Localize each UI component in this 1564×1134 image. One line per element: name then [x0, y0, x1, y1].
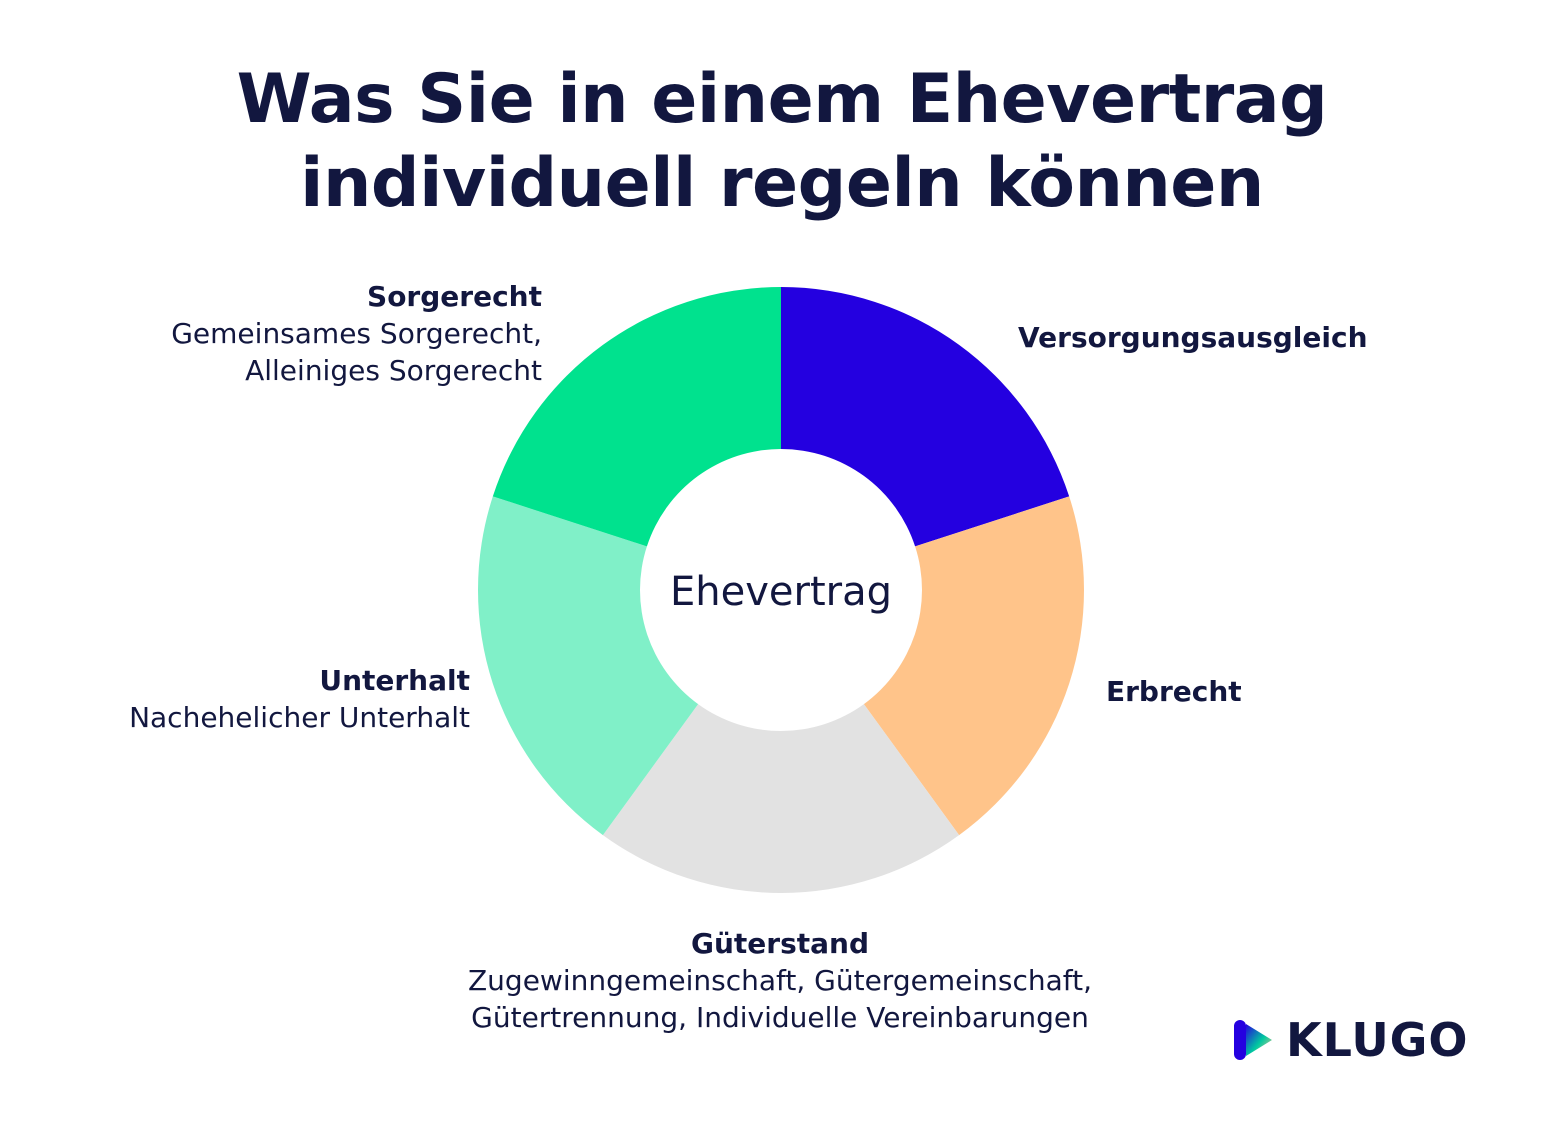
label-unterhalt: Unterhalt Nachehelicher Unterhalt: [129, 662, 470, 736]
klugo-logo-text: KLUGO: [1286, 1013, 1469, 1067]
klugo-logo: KLUGO: [1232, 1013, 1469, 1067]
donut-slices: [478, 287, 1084, 893]
slice-versorgungsausgleich: [781, 287, 1070, 547]
label-sorgerecht: Sorgerecht Gemeinsames Sorgerecht, Allei…: [171, 278, 542, 389]
label-sorgerecht-head: Sorgerecht: [367, 280, 542, 313]
label-erbrecht-head: Erbrecht: [1106, 675, 1242, 708]
label-versorgungsausgleich: Versorgungsausgleich: [1018, 319, 1368, 356]
klugo-logo-icon: [1234, 1020, 1272, 1060]
page-title: Was Sie in einem Ehevertrag individuell …: [0, 58, 1564, 226]
label-gueterstand-line2: Gütertrennung, Individuelle Vereinbarung…: [471, 1001, 1089, 1034]
label-sorgerecht-line1: Gemeinsames Sorgerecht,: [171, 317, 542, 350]
title-line-2: individuell regeln können: [300, 144, 1264, 223]
center-label: Ehevertrag: [670, 569, 892, 615]
title-line-1: Was Sie in einem Ehevertrag: [236, 60, 1328, 139]
label-sorgerecht-line2: Alleiniges Sorgerecht: [245, 354, 542, 387]
label-gueterstand: Güterstand Zugewinngemeinschaft, Güterge…: [330, 925, 1230, 1036]
label-erbrecht: Erbrecht: [1106, 673, 1242, 710]
label-unterhalt-head: Unterhalt: [319, 664, 470, 697]
slice-unterhalt: [478, 496, 699, 836]
slice-sorgerecht: [492, 287, 781, 547]
label-gueterstand-head: Güterstand: [690, 927, 870, 960]
label-versorgung-head: Versorgungsausgleich: [1018, 321, 1368, 354]
slice-güterstand: [602, 704, 960, 893]
label-gueterstand-line1: Zugewinngemeinschaft, Gütergemeinschaft,: [468, 964, 1092, 997]
slice-erbrecht: [863, 496, 1084, 836]
label-unterhalt-line1: Nachehelicher Unterhalt: [129, 701, 470, 734]
